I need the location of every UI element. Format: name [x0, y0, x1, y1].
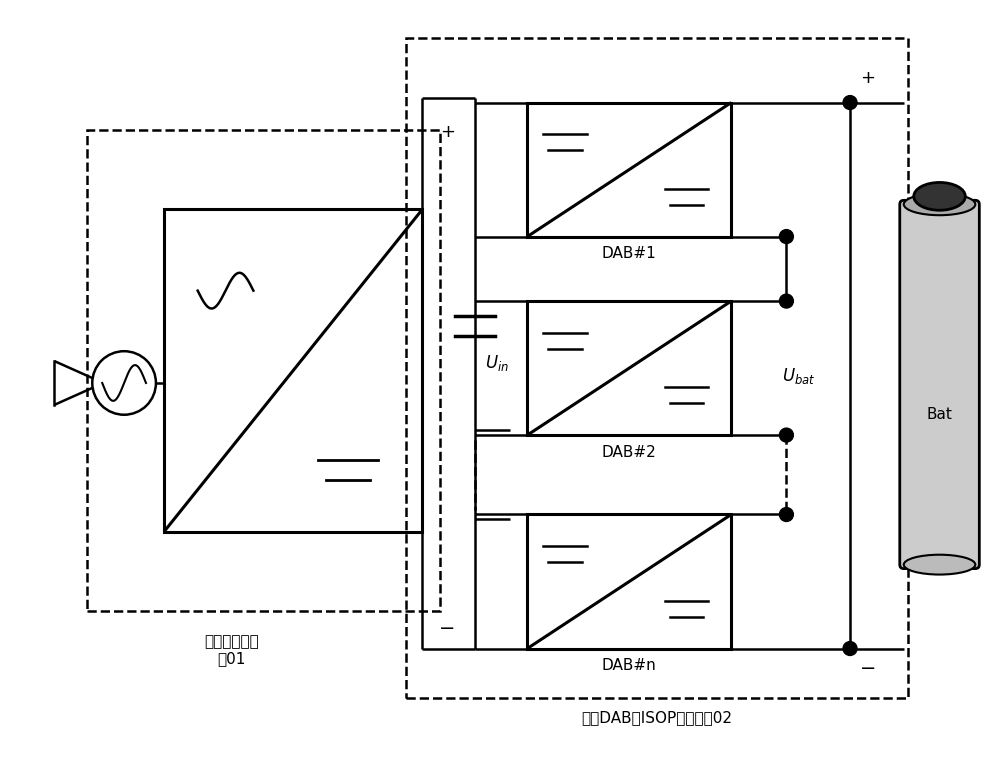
Text: DAB#2: DAB#2 [602, 445, 657, 460]
Text: DAB#n: DAB#n [602, 659, 657, 673]
Text: $U_{in}$: $U_{in}$ [485, 353, 509, 373]
Text: Bat: Bat [927, 407, 952, 421]
Text: −: − [439, 619, 455, 637]
Text: DAB#1: DAB#1 [602, 246, 657, 262]
Bar [527, 515, 731, 649]
Ellipse shape [904, 555, 975, 575]
FancyBboxPatch shape [900, 200, 979, 568]
Bar [527, 301, 731, 435]
Bar [527, 102, 731, 236]
Circle shape [779, 508, 793, 522]
Circle shape [843, 96, 857, 109]
Text: +: + [860, 69, 875, 86]
Bar [87, 130, 440, 611]
Text: $U_{bat}$: $U_{bat}$ [782, 365, 815, 386]
Text: +: + [440, 123, 455, 141]
Bar [406, 38, 908, 697]
Bar [164, 209, 422, 532]
Circle shape [843, 641, 857, 656]
Ellipse shape [904, 193, 975, 215]
Ellipse shape [914, 183, 965, 210]
Circle shape [779, 230, 793, 243]
Text: −: − [860, 659, 876, 678]
Text: 单相整流变换
器01: 单相整流变换 器01 [204, 634, 259, 666]
Circle shape [779, 294, 793, 308]
Circle shape [779, 428, 793, 442]
Text: 基于DAB的ISOP型变换器02: 基于DAB的ISOP型变换器02 [582, 710, 733, 725]
